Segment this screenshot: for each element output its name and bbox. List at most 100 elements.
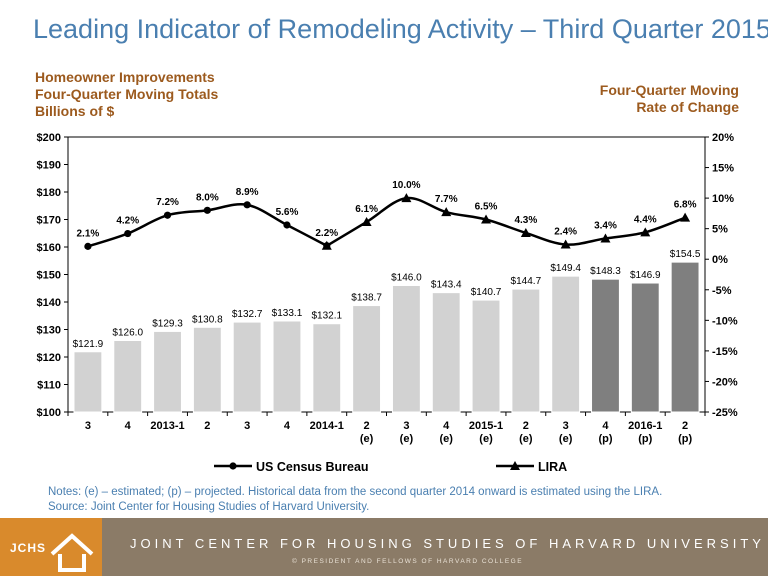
- lira-marker: [680, 212, 691, 222]
- lira-marker: [640, 227, 651, 237]
- x-axis-tick-label: 3: [85, 420, 91, 432]
- bar: [232, 321, 262, 413]
- lira-marker: [401, 193, 412, 203]
- x-axis-tick-label: 4: [284, 420, 291, 432]
- x-axis-tick-label: 2016-1: [628, 420, 662, 432]
- us-census-bureau-marker: [283, 221, 291, 229]
- left-axis-title-line-2: Four-Quarter Moving Totals: [35, 86, 219, 102]
- x-axis-tick-label: 2: [364, 420, 370, 432]
- lira-data-label: 6.8%: [674, 200, 697, 211]
- right-axis-title-line-1: Four-Quarter Moving: [599, 82, 739, 98]
- bar-value-label: $148.3: [590, 266, 621, 277]
- us-census-bureau-marker: [163, 211, 172, 219]
- right-axis-title: Four-Quarter Moving Rate of Change: [600, 82, 739, 116]
- x-axis-tick-label: 3: [563, 420, 569, 432]
- x-axis-tick-label: 2: [523, 420, 529, 432]
- legend-lira-label: LIRA: [538, 460, 567, 474]
- us-census-bureau-data-label: 2.2%: [315, 228, 338, 239]
- us-census-bureau-data-label: 8.9%: [236, 187, 259, 198]
- left-axis-title-line-3: Billions of $: [35, 103, 115, 119]
- left-axis-tick-label: $140: [37, 297, 61, 309]
- lira-data-label: 10.0%: [392, 180, 420, 191]
- chart-title: Leading Indicator of Remodeling Activity…: [33, 14, 768, 44]
- x-axis-tick-label: 2013-1: [150, 420, 184, 432]
- x-axis-tick-label: 3: [403, 420, 409, 432]
- x-axis-tick-label: (e): [519, 433, 533, 445]
- lira-marker: [481, 214, 492, 224]
- bar: [73, 351, 103, 413]
- right-axis-tick-label: 20%: [712, 132, 734, 144]
- lira-marker: [361, 216, 372, 226]
- bar: [431, 292, 461, 413]
- bar: [272, 320, 302, 413]
- us-census-bureau-marker: [203, 206, 211, 214]
- combo-chart: $100 $110 $120 $130 $140 $150 $160 $170 $180 $190…: [37, 132, 738, 474]
- lira-marker: [560, 239, 571, 249]
- right-axis-tick-label: -20%: [712, 376, 738, 388]
- bar: [630, 282, 660, 413]
- us-census-bureau-data-label: 8.0%: [196, 192, 219, 203]
- us-census-bureau-marker: [84, 242, 92, 250]
- left-axis-title-line-1: Homeowner Improvements: [35, 69, 215, 85]
- lira-line: [326, 196, 686, 247]
- bar-value-label: $121.9: [73, 339, 104, 350]
- legend-us-census-bureau-label: US Census Bureau: [256, 460, 369, 474]
- us-census-bureau-data-label: 2.1%: [77, 228, 100, 239]
- left-axis-tick-label: $200: [37, 132, 61, 144]
- x-axis-tick-label: 2014-1: [310, 420, 344, 432]
- lira-data-label: 4.3%: [514, 215, 537, 226]
- x-axis-tick-label: 4: [602, 420, 609, 432]
- us-census-bureau-marker: [124, 229, 132, 238]
- left-axis-tick-label: $170: [37, 215, 61, 227]
- right-axis-tick-label: -15%: [712, 346, 738, 358]
- bar-value-label: $132.1: [311, 311, 342, 322]
- x-axis-tick-label: (p): [638, 433, 652, 445]
- us-census-bureau-data-label: 4.2%: [116, 216, 139, 227]
- bar-value-label: $144.7: [511, 276, 542, 287]
- left-axis-tick-label: $130: [37, 325, 61, 337]
- bar-value-label: $138.7: [351, 293, 382, 304]
- x-axis-tick-label: 2: [204, 420, 210, 432]
- lira-data-label: 2.4%: [554, 227, 577, 238]
- bar-value-label: $146.9: [630, 270, 661, 281]
- left-axis-tick-label: $180: [37, 187, 61, 199]
- left-axis-tick-label: $190: [37, 160, 61, 172]
- notes-line-2: Source: Joint Center for Housing Studies…: [48, 501, 370, 513]
- left-axis-title: Homeowner Improvements Four-Quarter Movi…: [35, 69, 218, 120]
- lira-data-label: 6.1%: [355, 204, 378, 215]
- notes-line-1: Notes: (e) – estimated; (p) – projected.…: [48, 486, 663, 498]
- bar: [670, 261, 700, 413]
- right-axis-tick-label: -25%: [712, 407, 738, 419]
- lira-marker: [520, 227, 531, 237]
- bar: [312, 323, 342, 413]
- bar: [153, 330, 182, 413]
- x-axis-tick-label: 2015-1: [469, 420, 503, 432]
- left-axis-tick-label: $100: [37, 407, 61, 419]
- bar: [391, 285, 421, 413]
- right-axis-tick-label: -10%: [712, 315, 738, 327]
- footer-banner: [102, 518, 768, 576]
- x-axis-tick-label: 3: [244, 420, 250, 432]
- bar: [591, 278, 620, 413]
- footer-copyright: © PRESIDENT AND FELLOWS OF HARVARD COLLE…: [292, 558, 524, 565]
- us-census-bureau-data-label: 5.6%: [276, 207, 299, 218]
- bar-value-label: $143.4: [431, 280, 462, 291]
- legend-us-census-bureau-marker: [229, 462, 237, 470]
- x-axis-tick-label: (p): [598, 433, 612, 445]
- left-axis-tick-label: $150: [37, 270, 61, 282]
- x-axis-tick-label: (p): [678, 433, 692, 445]
- bar-value-label: $154.5: [670, 249, 701, 260]
- x-axis-tick-label: 4: [125, 420, 132, 432]
- footer-logo-block: JCHS: [0, 518, 102, 576]
- us-census-bureau-data-label: 7.2%: [156, 197, 179, 208]
- bar: [192, 326, 222, 413]
- legend-lira-marker: [510, 461, 520, 470]
- bar: [511, 288, 541, 413]
- right-axis-tick-label: 5%: [712, 224, 728, 236]
- bar-value-label: $126.0: [112, 328, 143, 339]
- notes: Notes: (e) – estimated; (p) – projected.…: [48, 485, 662, 515]
- lira-marker: [441, 207, 452, 217]
- footer: JCHS JOINT CENTER FOR HOUSING STUDIES OF…: [0, 518, 768, 576]
- left-axis-tick-label: $160: [37, 242, 61, 254]
- us-census-bureau-marker: [243, 201, 251, 209]
